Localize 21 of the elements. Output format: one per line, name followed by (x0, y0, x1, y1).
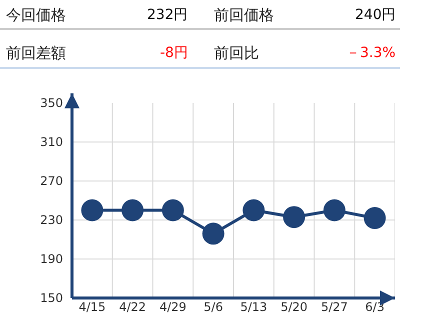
y-tick-label: 230 (40, 213, 63, 228)
y-tick-label: 310 (40, 135, 63, 150)
y-tick-label: 150 (40, 291, 63, 306)
x-tick-label: 4/15 (78, 300, 106, 314)
text: －3.3% (346, 45, 396, 61)
x-tick-label: 5/20 (280, 300, 308, 314)
x-tick-label: 5/27 (320, 300, 348, 314)
text: 240円 (355, 7, 396, 23)
text: 今回価格 (6, 6, 66, 24)
text: 232円 (147, 7, 188, 23)
text: 前回差額 (6, 44, 66, 62)
x-tick-label: 4/22 (119, 300, 146, 314)
x-tick-label: 5/13 (240, 300, 268, 314)
y-tick-label: 270 (40, 174, 63, 188)
text: 前回価格 (214, 6, 274, 24)
x-tick-label: 4/29 (159, 300, 186, 314)
text: -8円 (160, 45, 188, 61)
text: 前回比 (214, 44, 259, 62)
x-tick-label: 5/6 (204, 300, 223, 314)
y-tick-label: 190 (40, 252, 63, 266)
y-tick-label: 350 (40, 96, 63, 110)
